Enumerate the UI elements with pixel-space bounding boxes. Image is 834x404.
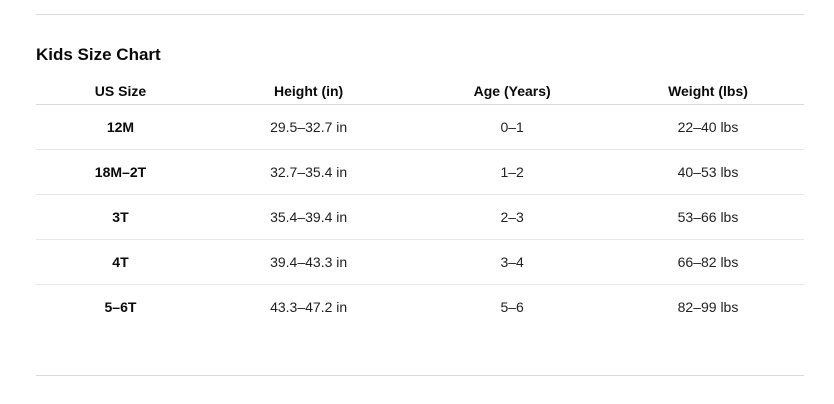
column-header-age: Age (Years)	[412, 79, 612, 105]
cell-height: 29.5–32.7 in	[204, 104, 413, 150]
table-row: 4T 39.4–43.3 in 3–4 66–82 lbs	[36, 239, 804, 285]
cell-age: 5–6	[500, 298, 524, 315]
size-chart-table: US Size Height (in) Age (Years) Weight (…	[36, 79, 804, 329]
table-row: 18M–2T 32.7–35.4 in 1–2 40–53 lbs	[36, 149, 804, 195]
cell-us-size: 12M	[36, 104, 205, 150]
cell-us-size: 4T	[36, 239, 205, 285]
cell-age: 1–2	[412, 149, 612, 195]
cell-weight: 82–99 lbs	[677, 298, 739, 315]
cell-age: 0–1	[412, 104, 612, 150]
table-row: 3T 35.4–39.4 in 2–3 53–66 lbs	[36, 194, 804, 240]
cell-age: 2–3	[412, 194, 612, 240]
cell-us-size: 5–6T	[104, 298, 137, 315]
column-header-us-size: US Size	[36, 79, 205, 105]
cell-age: 3–4	[412, 239, 612, 285]
bottom-divider	[36, 375, 804, 376]
cell-weight: 66–82 lbs	[611, 239, 804, 285]
page-title: Kids Size Chart	[36, 45, 161, 64]
cell-weight: 53–66 lbs	[611, 194, 804, 240]
cell-us-size: 18M–2T	[36, 149, 205, 195]
cell-weight: 40–53 lbs	[611, 149, 804, 195]
cell-us-size: 3T	[36, 194, 205, 240]
cell-height: 32.7–35.4 in	[204, 149, 413, 195]
table-row: 5–6T 43.3–47.2 in 5–6 82–99 lbs	[36, 284, 804, 329]
cell-weight: 22–40 lbs	[611, 104, 804, 150]
top-divider	[36, 14, 804, 15]
table-row: 12M 29.5–32.7 in 0–1 22–40 lbs	[36, 104, 804, 150]
table-header-row: US Size Height (in) Age (Years) Weight (…	[36, 79, 804, 105]
cell-height: 35.4–39.4 in	[204, 194, 413, 240]
column-header-weight: Weight (lbs)	[611, 79, 804, 105]
column-header-height: Height (in)	[204, 79, 413, 105]
cell-height: 39.4–43.3 in	[204, 239, 413, 285]
cell-height: 43.3–47.2 in	[270, 298, 348, 315]
